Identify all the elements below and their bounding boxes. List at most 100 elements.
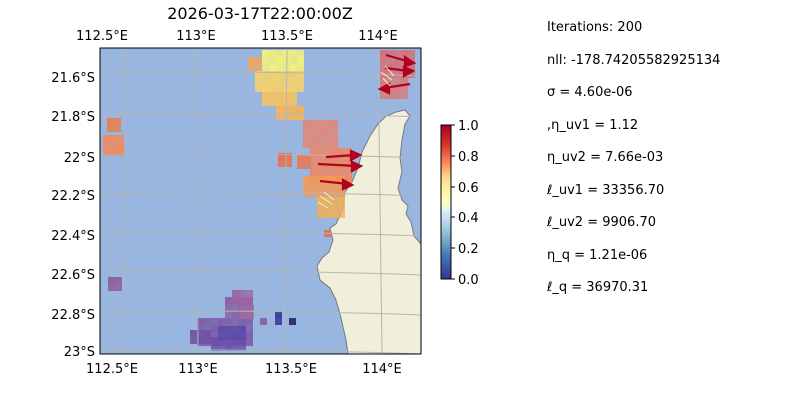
data-cell xyxy=(239,333,246,340)
data-cell xyxy=(310,120,317,127)
data-cell xyxy=(276,71,283,78)
data-cell xyxy=(117,149,124,156)
data-cell xyxy=(317,134,324,141)
data-cell xyxy=(324,120,331,127)
data-cell xyxy=(262,92,269,99)
data-cell xyxy=(246,332,253,339)
data-cell xyxy=(240,312,247,319)
data-cell xyxy=(239,337,246,344)
data-cell xyxy=(324,141,331,148)
data-cells xyxy=(103,50,415,351)
data-cell xyxy=(246,318,253,325)
data-cell xyxy=(380,50,387,57)
data-cell xyxy=(246,297,253,304)
param-eta-uv2: η_uv2 = 7.66e-03 xyxy=(547,150,664,165)
data-cell xyxy=(387,57,394,64)
data-cell xyxy=(310,176,317,183)
data-cell xyxy=(114,118,121,125)
data-cell xyxy=(103,142,110,149)
data-cell xyxy=(338,155,345,162)
data-cell xyxy=(380,57,387,64)
data-cell xyxy=(324,127,331,134)
data-cell xyxy=(269,71,276,78)
data-cell xyxy=(232,290,239,297)
data-cell xyxy=(331,211,338,218)
data-cell xyxy=(331,141,338,148)
data-cell xyxy=(276,57,283,64)
data-cell xyxy=(110,135,117,142)
lon-tick-top: 113.5°E xyxy=(261,29,313,44)
data-cell xyxy=(285,153,292,160)
data-cell xyxy=(345,176,352,183)
data-cell xyxy=(246,290,253,297)
data-cell xyxy=(269,92,276,99)
data-cell xyxy=(276,106,283,113)
data-cell xyxy=(107,118,114,125)
data-cell xyxy=(338,183,345,190)
data-cell xyxy=(380,64,387,71)
data-cell xyxy=(117,142,124,149)
data-cell xyxy=(408,64,415,71)
data-cell xyxy=(297,71,304,78)
data-cell xyxy=(262,99,269,106)
data-cell xyxy=(218,337,225,344)
data-cell xyxy=(331,169,338,176)
data-cell xyxy=(394,71,401,78)
param-nll: nll: -178.74205582925134 xyxy=(547,52,721,68)
data-cell xyxy=(310,148,317,155)
data-cell xyxy=(290,78,297,85)
data-cell xyxy=(331,176,338,183)
data-cell xyxy=(225,333,232,340)
data-cell xyxy=(269,50,276,57)
data-cell xyxy=(269,78,276,85)
data-cell xyxy=(317,127,324,134)
data-cell xyxy=(211,325,218,332)
data-cell xyxy=(324,176,331,183)
data-cell xyxy=(338,197,345,204)
data-cell xyxy=(324,183,331,190)
data-cell xyxy=(387,85,394,92)
data-cell xyxy=(324,134,331,141)
data-cell xyxy=(387,64,394,71)
data-cell xyxy=(110,142,117,149)
data-cell xyxy=(338,204,345,211)
lat-tick: 21.8°S xyxy=(51,110,95,125)
data-cell xyxy=(232,326,239,333)
lat-tick: 22.4°S xyxy=(51,229,95,244)
data-cell xyxy=(269,99,276,106)
data-cell xyxy=(387,78,394,85)
data-cell xyxy=(232,318,239,325)
data-cell xyxy=(232,337,239,344)
data-cell xyxy=(297,106,304,113)
data-cell xyxy=(278,160,285,167)
lon-tick-bottom: 114°E xyxy=(362,362,402,377)
data-cell xyxy=(255,64,262,71)
data-cell xyxy=(260,318,267,325)
data-cell xyxy=(401,85,408,92)
data-cell xyxy=(247,312,254,319)
lon-tick-bottom: 113°E xyxy=(178,362,218,377)
data-cell xyxy=(108,284,115,291)
data-cell xyxy=(115,277,122,284)
data-cell xyxy=(225,344,232,351)
data-cell xyxy=(107,125,114,132)
data-cell xyxy=(197,318,204,325)
data-cell xyxy=(262,71,269,78)
data-cell xyxy=(290,113,297,120)
lon-tick-bottom: 112.5°E xyxy=(86,362,138,377)
data-cell xyxy=(115,284,122,291)
data-cell xyxy=(108,277,115,284)
data-cell xyxy=(262,50,269,57)
data-cell xyxy=(394,50,401,57)
data-cell xyxy=(204,337,211,344)
data-cell xyxy=(290,57,297,64)
data-cell xyxy=(317,162,324,169)
flow-streaks xyxy=(317,65,395,209)
data-cell xyxy=(275,318,282,325)
data-cell xyxy=(110,149,117,156)
data-cell xyxy=(317,155,324,162)
data-cell xyxy=(276,78,283,85)
data-cell xyxy=(276,50,283,57)
data-cell xyxy=(239,297,246,304)
